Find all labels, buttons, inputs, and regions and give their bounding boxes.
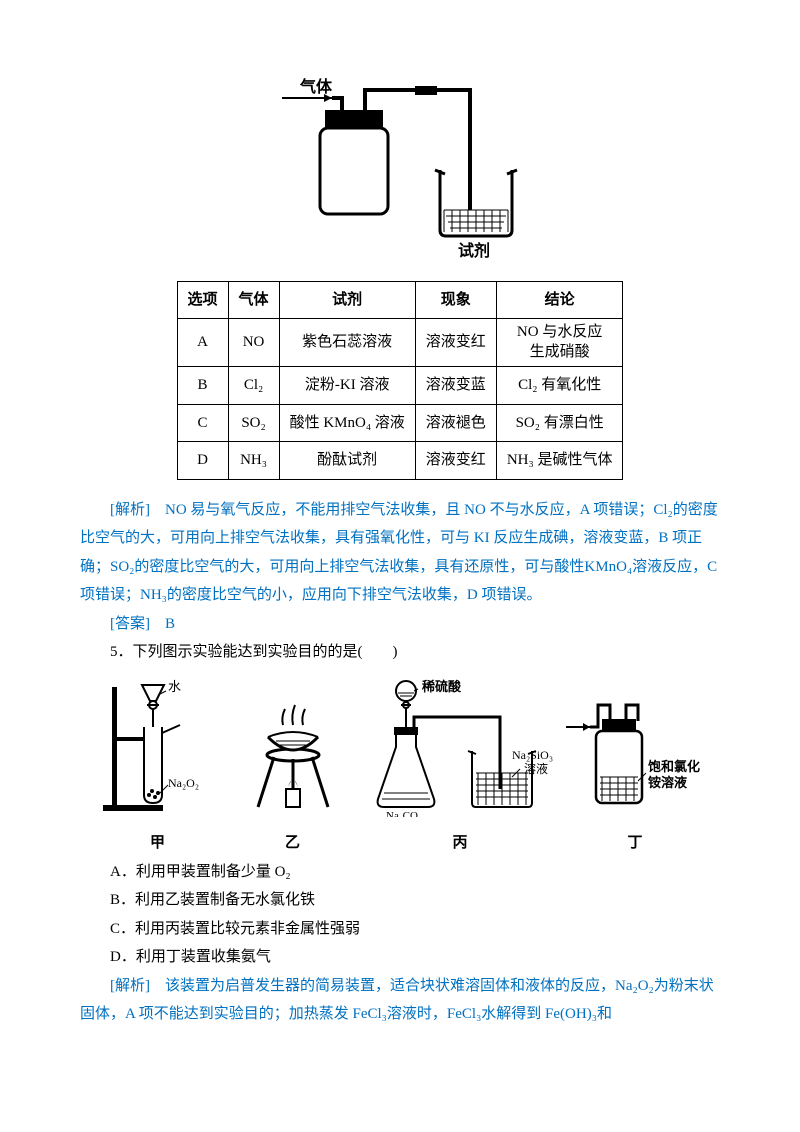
col-phenom: 现象 [415, 281, 496, 319]
svg-text:Na₂SiO₃: Na₂SiO₃ [512, 748, 553, 762]
answer-label: [答案] [110, 616, 150, 632]
analysis-label-2: [解析] [110, 978, 150, 994]
gas-label: 气体 [299, 77, 333, 96]
table-row: B Cl₂ 淀粉-KI 溶液 溶液变蓝 Cl₂ 有氧化性 [177, 367, 623, 405]
table-row: D NH₃ 酚酞试剂 溶液变红 NH₃ 是碱性气体 [177, 442, 623, 480]
reagent-label: 试剂 [458, 241, 490, 260]
apparatus-ding: 饱和氯化 铵溶液 丁 [560, 677, 710, 858]
table-row: C SO₂ 酸性 KMnO₄ 溶液 溶液褪色 SO₂ 有漂白性 [177, 404, 623, 442]
answer-value: B [165, 616, 175, 632]
svg-text:Na₂O₂: Na₂O₂ [168, 776, 199, 790]
col-gas: 气体 [228, 281, 279, 319]
apparatus-jia: 水 Na₂O₂ 甲 [90, 677, 225, 858]
analysis-text: NO 易与氧气反应，不能用排空气法收集，且 NO 不与水反应，A 项错误；Cl₂… [80, 502, 718, 604]
q5-option-a: A．利用甲装置制备少量 O₂ [80, 858, 720, 887]
svg-text:饱和氯化: 饱和氯化 [647, 759, 700, 774]
analysis-2: [解析] 该装置为启普发生器的简易装置，适合块状难溶固体和液体的反应，Na₂O₂… [80, 972, 720, 1029]
col-opt: 选项 [177, 281, 228, 319]
apparatus-row: 水 Na₂O₂ 甲 乙 [90, 677, 710, 858]
q5-option-d: D．利用丁装置收集氨气 [80, 943, 720, 972]
svg-text:溶液: 溶液 [524, 761, 548, 776]
caption-jia: 甲 [90, 829, 225, 858]
analysis-1: [解析] NO 易与氧气反应，不能用排空气法收集，且 NO 不与水反应，A 项错… [80, 496, 720, 610]
svg-text:稀硫酸: 稀硫酸 [422, 679, 462, 694]
apparatus-yi: 乙 [225, 677, 360, 858]
caption-yi: 乙 [225, 829, 360, 858]
top-apparatus-diagram: 气体 试剂 [80, 70, 720, 271]
q5-option-c: C．利用丙装置比较元素非金属性强弱 [80, 915, 720, 944]
col-reagent: 试剂 [279, 281, 415, 319]
caption-ding: 丁 [560, 829, 710, 858]
q5-stem: 5．下列图示实验能达到实验目的的是( ) [80, 638, 720, 667]
table-header-row: 选项 气体 试剂 现象 结论 [177, 281, 623, 319]
svg-text:Na₂CO₃: Na₂CO₃ [386, 810, 422, 817]
q5-option-b: B．利用乙装置制备无水氯化铁 [80, 886, 720, 915]
apparatus-bing: 稀硫酸 Na₂CO₃ [360, 677, 560, 858]
table-row: A NO 紫色石蕊溶液 溶液变红 NO 与水反应 生成硝酸 [177, 319, 623, 367]
col-concl: 结论 [496, 281, 623, 319]
caption-bing: 丙 [360, 829, 560, 858]
svg-text:水: 水 [168, 679, 181, 694]
svg-text:铵溶液: 铵溶液 [648, 775, 687, 790]
analysis-label: [解析] [110, 502, 150, 518]
analysis-text-2: 该装置为启普发生器的简易装置，适合块状难溶固体和液体的反应，Na₂O₂为粉末状固… [80, 978, 714, 1023]
answer-1: [答案] B [80, 610, 720, 639]
options-table: 选项 气体 试剂 现象 结论 A NO 紫色石蕊溶液 溶液变红 NO 与水反应 … [177, 281, 624, 480]
